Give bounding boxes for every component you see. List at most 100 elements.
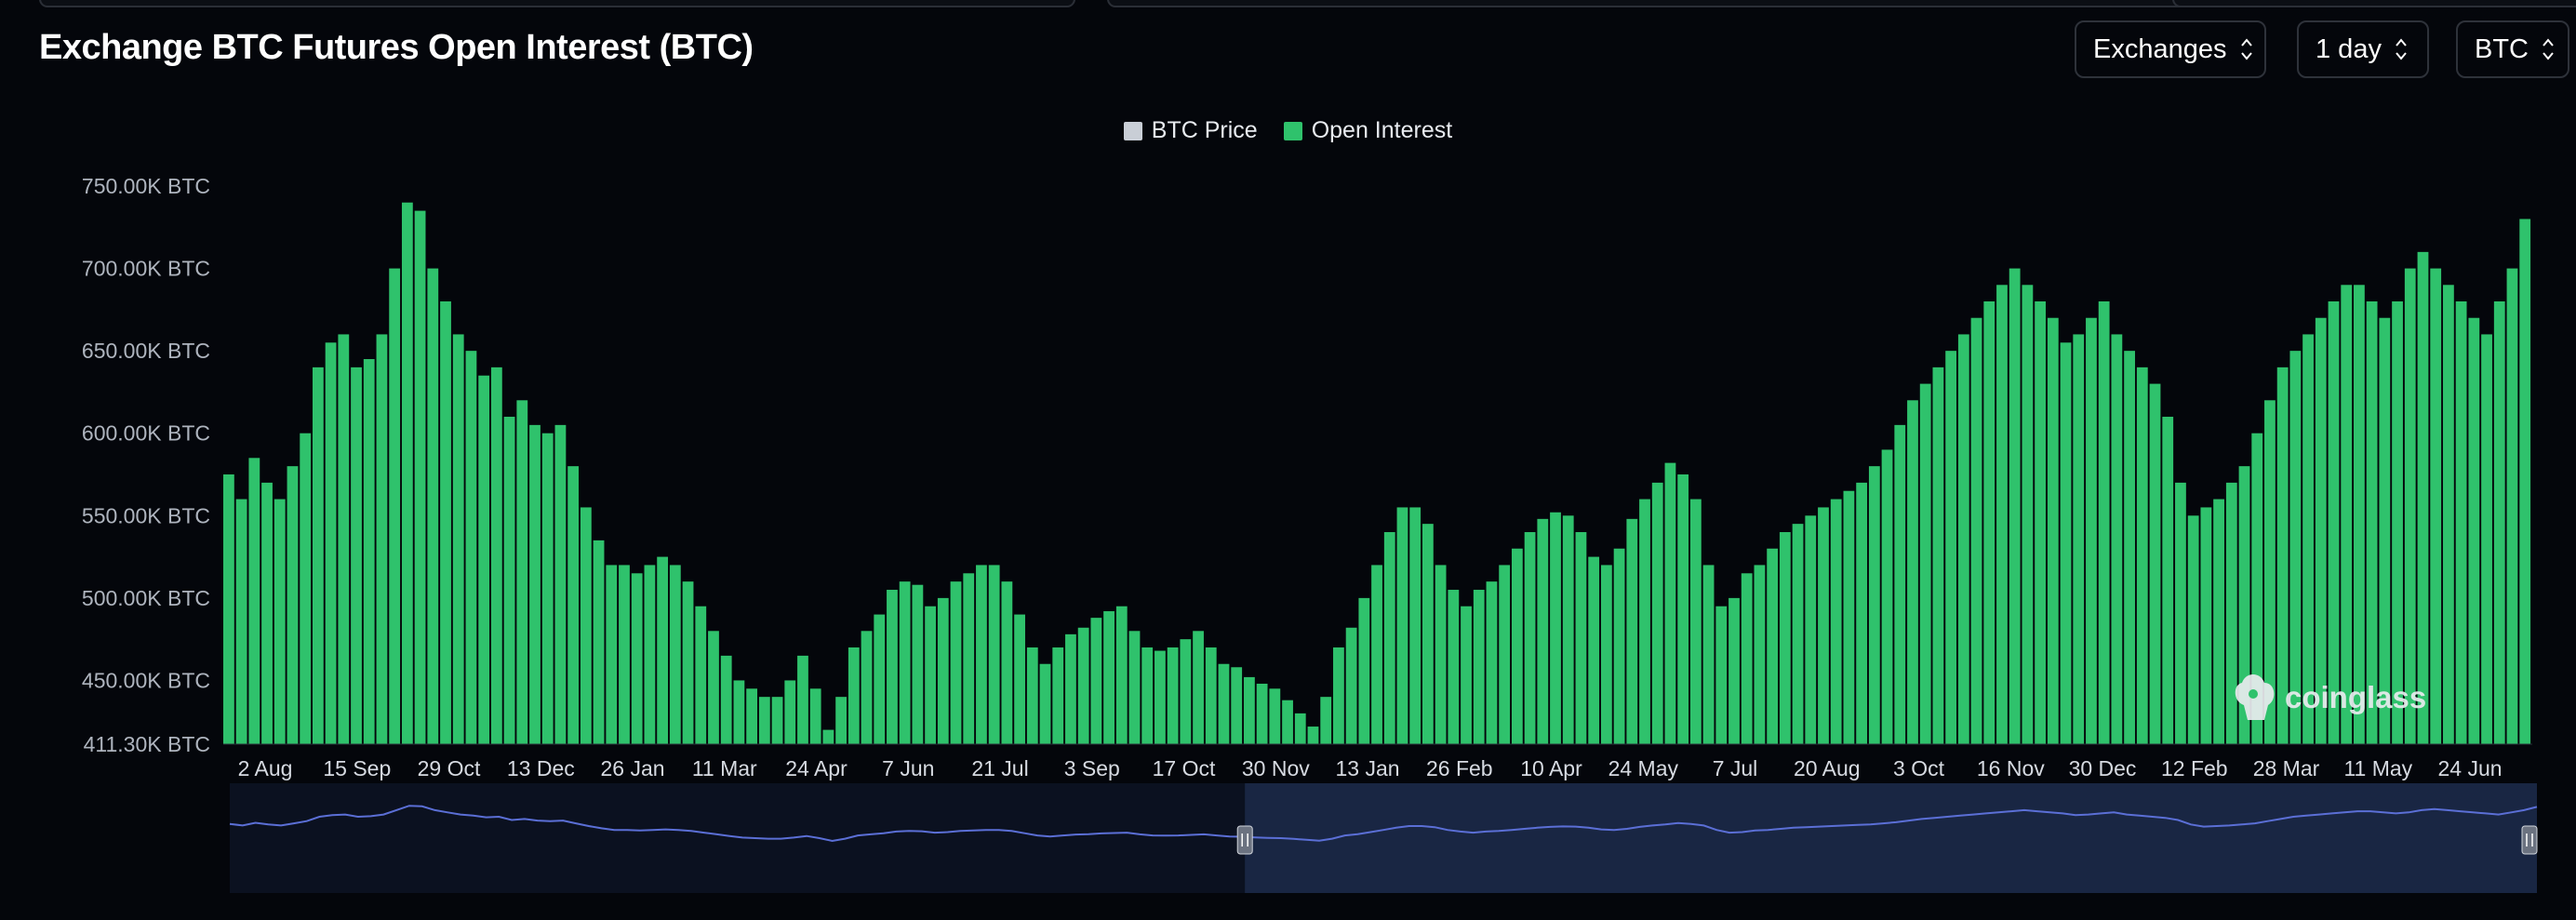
x-tick-label: 10 Apr — [1520, 756, 1582, 780]
bar — [1856, 482, 1868, 744]
bar — [2035, 301, 2046, 744]
bar — [1818, 507, 1829, 744]
bar — [300, 433, 312, 744]
bar — [2238, 466, 2250, 744]
bar — [2493, 301, 2505, 744]
bar — [1090, 618, 1102, 744]
bar — [1205, 647, 1217, 744]
bar — [963, 573, 975, 744]
bar-series-open-interest — [223, 202, 2531, 744]
bar — [2430, 268, 2442, 744]
coinglass-logo-eye — [2249, 689, 2258, 699]
top-strip-right — [2172, 0, 2576, 7]
bar — [1537, 518, 1549, 744]
bar — [1932, 367, 1944, 744]
legend-item-open-interest[interactable]: Open Interest — [1283, 117, 1453, 144]
bar — [325, 342, 337, 744]
bar — [287, 466, 299, 744]
navigator-selection — [1245, 783, 2537, 893]
bar — [351, 367, 362, 744]
bar — [1103, 611, 1114, 744]
bar — [490, 367, 502, 744]
interval-select[interactable]: 1 day — [2297, 20, 2429, 78]
bar — [2354, 285, 2365, 744]
bar — [2111, 334, 2123, 744]
y-tick-label: 750.00K BTC — [82, 174, 210, 198]
bar — [758, 697, 770, 744]
bar — [2175, 482, 2186, 744]
bar — [1409, 507, 1421, 744]
bar — [2009, 268, 2021, 744]
page-title: Exchange BTC Futures Open Interest (BTC) — [39, 28, 754, 67]
x-tick-label: 13 Dec — [507, 756, 575, 780]
navigator-handle-left[interactable] — [1236, 825, 1253, 855]
bar — [312, 367, 324, 744]
bar — [1001, 581, 1013, 744]
bar — [1689, 499, 1702, 744]
bar — [1167, 647, 1179, 744]
bar — [1269, 688, 1281, 744]
updown-chevron-icon — [2542, 36, 2555, 62]
bar — [1282, 700, 1293, 744]
bar — [1358, 597, 1370, 744]
x-tick-label: 24 Jun — [2437, 756, 2502, 780]
bar — [1550, 512, 1561, 744]
bar — [1907, 400, 1918, 744]
bar — [2047, 317, 2059, 744]
bar — [567, 466, 580, 744]
bar — [1077, 627, 1089, 744]
unit-select-label: BTC — [2475, 33, 2529, 64]
legend-item-btc-price[interactable]: BTC Price — [1123, 117, 1258, 144]
bar — [516, 400, 528, 744]
x-tick-label: 30 Nov — [1242, 756, 1310, 780]
x-tick-label: 26 Feb — [1426, 756, 1493, 780]
bar — [619, 565, 630, 744]
bar — [2200, 507, 2212, 744]
bar — [887, 590, 898, 744]
bar — [465, 351, 477, 744]
bar — [861, 631, 873, 744]
x-tick-label: 3 Oct — [1893, 756, 1945, 780]
bar — [1677, 474, 1689, 744]
bar — [363, 359, 375, 744]
bar — [1588, 556, 1600, 744]
navigator-handle-right[interactable] — [2521, 825, 2538, 855]
legend-swatch-open-interest — [1283, 121, 1302, 140]
bar — [1805, 515, 1817, 744]
bar — [1014, 614, 1025, 744]
x-tick-label: 24 Apr — [785, 756, 848, 780]
bar — [2124, 351, 2135, 744]
bar — [1396, 507, 1408, 744]
bar — [2098, 301, 2110, 744]
bar — [950, 581, 962, 744]
bar — [1435, 565, 1447, 744]
x-tick-label: 7 Jun — [882, 756, 934, 780]
y-tick-label: 700.00K BTC — [82, 257, 210, 281]
bar — [937, 597, 949, 744]
exchanges-select[interactable]: Exchanges — [2075, 20, 2266, 78]
bar — [784, 680, 796, 744]
bar — [1983, 301, 1995, 744]
bar — [1843, 490, 1855, 744]
legend-label-btc-price: BTC Price — [1151, 117, 1258, 143]
bar — [1371, 565, 1382, 744]
coinglass-watermark-text: coinglass — [2285, 680, 2426, 714]
bar — [1894, 424, 1906, 744]
bar — [1448, 590, 1460, 744]
bar — [835, 697, 847, 744]
y-tick-label: 411.30K BTC — [84, 732, 210, 756]
bar — [1613, 548, 1625, 744]
bar — [874, 614, 886, 744]
unit-select[interactable]: BTC — [2456, 20, 2569, 78]
bar — [899, 581, 911, 744]
bar — [1307, 727, 1319, 744]
x-tick-label: 26 Jan — [600, 756, 664, 780]
bar — [1383, 532, 1395, 744]
y-tick-label: 550.00K BTC — [82, 503, 210, 527]
bar — [2149, 383, 2161, 744]
legend-label-open-interest: Open Interest — [1311, 117, 1453, 143]
bar — [1702, 565, 1715, 744]
bar — [1421, 524, 1434, 744]
bar — [1868, 466, 1880, 744]
